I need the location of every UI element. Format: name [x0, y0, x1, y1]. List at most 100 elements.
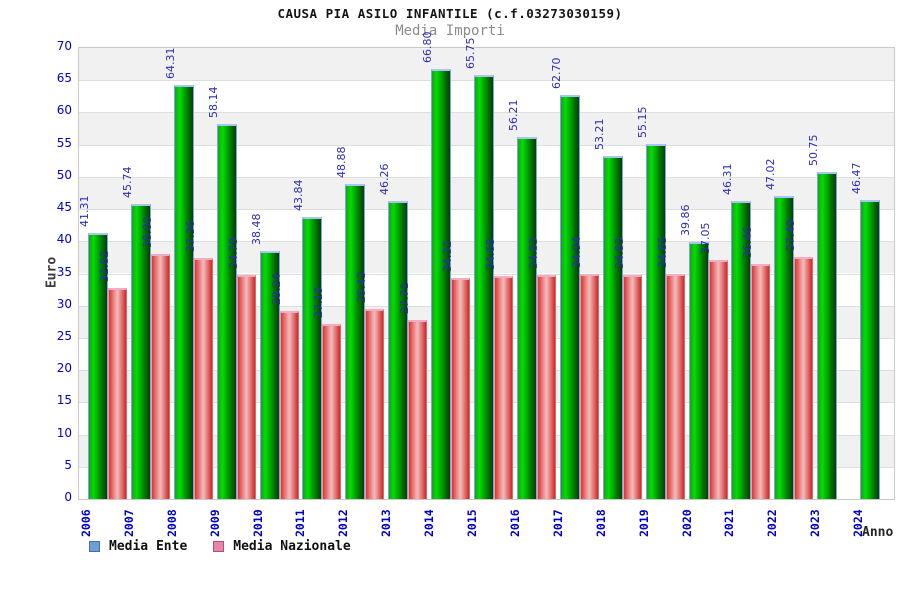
x-tick-2007: 2007	[121, 509, 136, 537]
bar-value-label: 58.14	[206, 86, 220, 119]
bar-media-ente-2018	[602, 156, 623, 499]
x-tick-2012: 2012	[336, 509, 351, 537]
bar-media-ente-2024	[860, 199, 881, 499]
y-tick-25: 25	[56, 328, 72, 343]
legend-swatch-media-nazionale-icon	[213, 541, 225, 552]
bar-media-ente-2023	[817, 172, 838, 499]
bar-value-label: 34.32	[441, 240, 455, 272]
x-tick-2021: 2021	[722, 509, 737, 537]
y-tick-55: 55	[56, 135, 72, 150]
bar-media-nazionale-2006	[108, 287, 127, 499]
x-tick-2020: 2020	[679, 509, 694, 537]
grid-band	[79, 48, 894, 81]
bar-media-ente-2017	[559, 95, 580, 499]
bar-value-label: 64.31	[163, 47, 177, 79]
bar-media-ente-2014	[431, 68, 452, 499]
y-tick-45: 45	[56, 200, 72, 215]
bar-value-label: 37.49	[784, 219, 798, 252]
bar-value-label: 65.75	[464, 37, 478, 70]
x-tick-2013: 2013	[379, 509, 394, 537]
chart-legend: Media Ente Media Nazionale	[89, 539, 351, 554]
bar-media-nazionale-2013	[408, 320, 428, 499]
bar-media-ente-2010	[259, 251, 280, 499]
bar-value-label: 46.31	[721, 163, 735, 195]
chart-plot-area: 41.31 32.82 45.74 38.00 64.31 37.36 58.14 34.79…	[78, 31, 895, 500]
bar-value-label: 46.26	[378, 163, 392, 195]
bar-media-nazionale-2007	[150, 254, 170, 499]
y-tick-15: 15	[56, 393, 72, 408]
bar-media-nazionale-2018	[622, 274, 642, 499]
x-tick-2018: 2018	[593, 509, 608, 537]
bar-value-label: 53.21	[592, 118, 606, 151]
y-tick-60: 60	[56, 103, 72, 118]
bar-media-nazionale-2015	[494, 275, 514, 499]
x-tick-2010: 2010	[250, 509, 265, 537]
bar-value-label: 27.71	[398, 282, 412, 315]
bar-value-label: 39.86	[678, 204, 692, 237]
bar-media-ente-2013	[388, 200, 409, 499]
x-tick-2019: 2019	[636, 509, 651, 537]
bar-media-nazionale-2017	[579, 273, 599, 499]
x-axis-label: Anno	[862, 525, 894, 540]
legend-label-media-nazionale: Media Nazionale	[233, 539, 351, 554]
x-tick-2006: 2006	[79, 509, 93, 537]
bar-media-ente-2012	[345, 184, 366, 499]
bar-value-label: 50.75	[807, 134, 821, 167]
x-tick-2011: 2011	[293, 509, 308, 537]
y-tick-20: 20	[56, 361, 72, 376]
bar-media-ente-2015	[474, 75, 495, 499]
bar-value-label: 34.68	[484, 238, 498, 270]
bar-value-label: 34.83	[612, 237, 626, 269]
bar-value-label: 37.05	[698, 222, 712, 255]
bar-value-label: 34.94	[569, 236, 583, 268]
bar-media-nazionale-2022	[794, 257, 814, 499]
bar-media-nazionale-2020	[708, 260, 728, 499]
bar-value-label: 29.24	[269, 273, 283, 305]
bar-value-label: 36.46	[741, 226, 755, 259]
bar-value-label: 32.82	[98, 250, 111, 282]
bar-value-label: 34.85	[655, 236, 669, 269]
bar-media-ente-2008	[173, 84, 194, 499]
bar-value-label: 45.74	[120, 166, 134, 199]
bar-media-ente-2022	[774, 196, 795, 499]
bar-media-nazionale-2009	[236, 274, 256, 499]
y-tick-10: 10	[56, 425, 72, 440]
bar-value-label: 46.47	[850, 162, 864, 194]
bar-media-nazionale-2011	[322, 323, 342, 499]
bar-value-label: 66.80	[421, 31, 435, 63]
x-tick-2008: 2008	[164, 509, 179, 537]
bar-media-nazionale-2010	[279, 310, 299, 499]
x-tick-2015: 2015	[465, 509, 480, 537]
legend-item-media-nazionale: Media Nazionale	[213, 539, 351, 554]
x-tick-2009: 2009	[207, 509, 222, 537]
bar-value-label: 62.70	[549, 57, 563, 90]
y-tick-65: 65	[56, 71, 72, 86]
y-tick-30: 30	[56, 296, 72, 311]
bar-value-label: 27.19	[312, 286, 326, 318]
y-tick-70: 70	[56, 39, 72, 53]
bar-value-label: 41.31	[78, 195, 91, 227]
bar-value-label: 34.79	[226, 237, 240, 269]
bar-media-nazionale-2014	[451, 277, 471, 499]
chart-title: CAUSA PIA ASILO INFANTILE (c.f.032730301…	[277, 6, 623, 21]
bar-media-nazionale-2021	[751, 264, 771, 499]
bar-value-label: 38.48	[249, 213, 263, 246]
bar-media-nazionale-2016	[536, 274, 556, 499]
bar-media-nazionale-2012	[365, 309, 385, 499]
x-tick-2014: 2014	[422, 509, 437, 537]
x-tick-2023: 2023	[808, 509, 823, 537]
y-tick-5: 5	[64, 457, 72, 472]
bar-media-nazionale-2008	[193, 258, 213, 499]
bar-value-label: 34.83	[526, 237, 540, 269]
bar-media-ente-2020	[688, 242, 709, 499]
bar-media-ente-2019	[645, 143, 666, 499]
bar-value-label: 29.43	[355, 271, 369, 304]
chart-subtitle: Media Importi	[395, 23, 505, 39]
bar-value-label: 55.15	[635, 106, 649, 138]
x-tick-2022: 2022	[765, 509, 780, 537]
bar-media-nazionale-2019	[665, 274, 685, 499]
y-tick-40: 40	[56, 232, 72, 247]
bar-media-ente-2007	[130, 204, 151, 499]
y-tick-50: 50	[56, 167, 72, 182]
